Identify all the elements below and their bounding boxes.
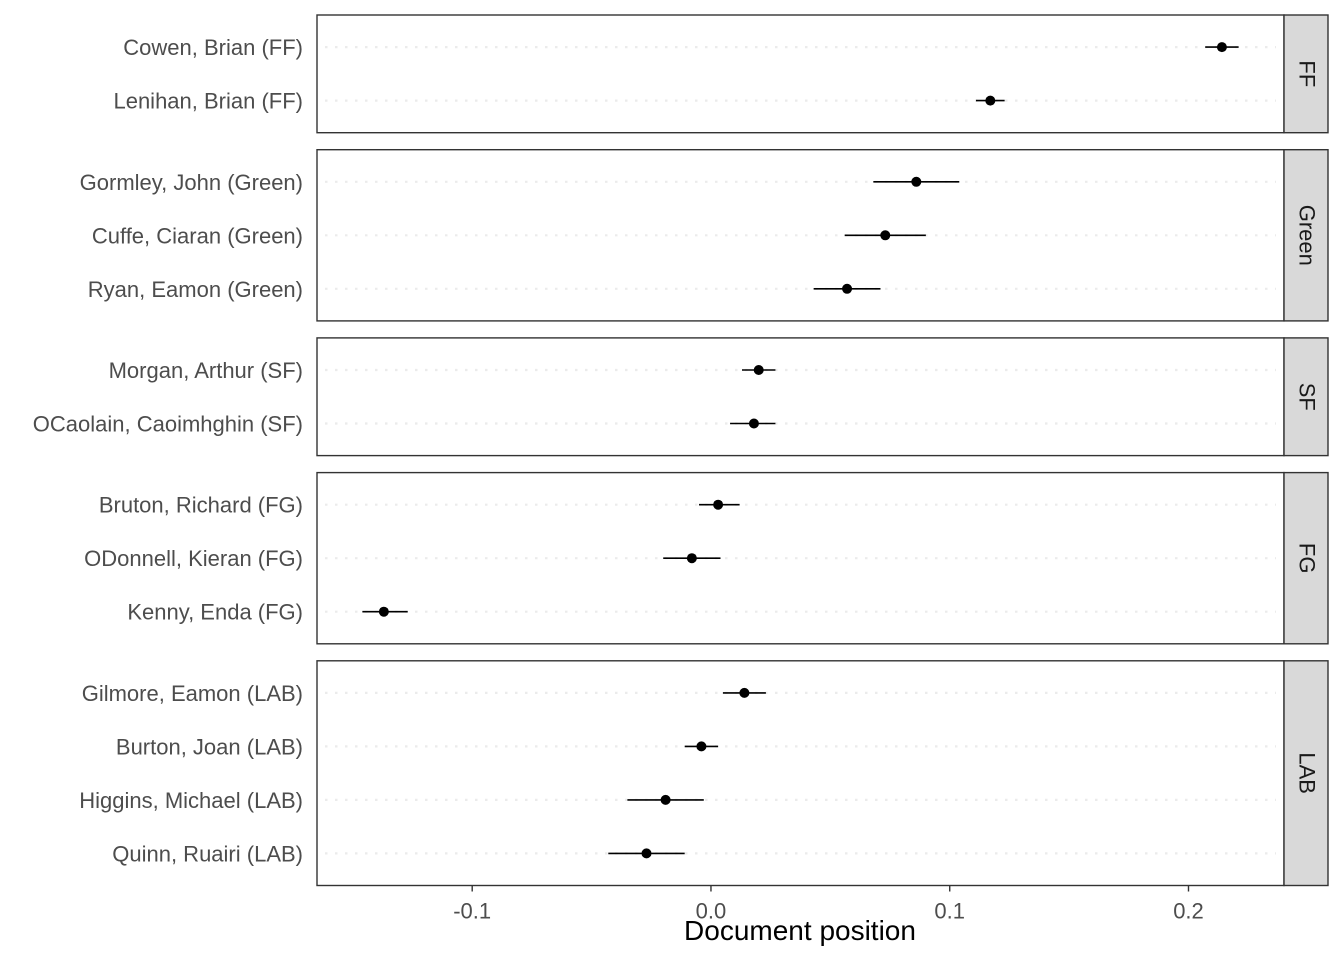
facet-strip-label: Green bbox=[1295, 205, 1320, 266]
row-label: Morgan, Arthur (SF) bbox=[109, 358, 303, 383]
row-label: Burton, Joan (LAB) bbox=[116, 734, 303, 759]
x-tick-label: 0.1 bbox=[934, 899, 965, 924]
facet-strip bbox=[1283, 14, 1329, 134]
row-label: Kenny, Enda (FG) bbox=[127, 600, 303, 625]
panel-background bbox=[317, 15, 1284, 133]
row-label: Gormley, John (Green) bbox=[80, 170, 303, 195]
data-point bbox=[739, 687, 750, 698]
facet-strip bbox=[1283, 148, 1329, 322]
row-label: Bruton, Richard (FG) bbox=[99, 493, 303, 518]
data-point bbox=[1216, 42, 1227, 53]
data-point bbox=[753, 365, 764, 375]
facet-strip bbox=[1283, 337, 1329, 457]
data-point bbox=[842, 283, 853, 294]
data-point bbox=[880, 230, 891, 241]
facet-panel-sf: Morgan, Arthur (SF) OCaolain, Caoimhghin … bbox=[33, 337, 1329, 457]
panel-background bbox=[317, 149, 1284, 321]
x-axis-title: Document position bbox=[684, 915, 916, 946]
data-point bbox=[713, 499, 724, 510]
data-point bbox=[641, 848, 652, 859]
facet-strip-label: LAB bbox=[1295, 752, 1320, 794]
row-label: Gilmore, Eamon (LAB) bbox=[82, 681, 303, 706]
facet-strip bbox=[1283, 471, 1329, 645]
x-tick-label: 0.2 bbox=[1173, 899, 1204, 924]
row-label: OCaolain, Caoimhghin (SF) bbox=[33, 412, 303, 437]
facet-panel-lab: Gilmore, Eamon (LAB) Burton, Joan (LAB) Hi… bbox=[79, 660, 1329, 887]
row-label: Cuffe, Ciaran (Green) bbox=[92, 223, 303, 248]
data-point bbox=[378, 606, 389, 617]
data-point bbox=[748, 418, 759, 429]
data-point bbox=[911, 176, 922, 187]
row-label: Cowen, Brian (FF) bbox=[123, 35, 303, 60]
panel-background bbox=[317, 660, 1284, 886]
facet-strip bbox=[1283, 660, 1329, 887]
x-tick-label: 0.0 bbox=[696, 899, 727, 924]
facet-panels: Cowen, Brian (FF) Lenihan, Brian (FF) FF Go… bbox=[33, 14, 1329, 887]
data-point bbox=[686, 553, 697, 564]
x-axis: -0.1 0.0 0.1 0.2 bbox=[453, 885, 1204, 924]
row-label: ODonnell, Kieran (FG) bbox=[84, 546, 303, 571]
panel-background bbox=[317, 337, 1284, 456]
facet-strip-label: FF bbox=[1295, 60, 1320, 87]
row-label: Ryan, Eamon (Green) bbox=[88, 277, 303, 302]
facet-strip-label: SF bbox=[1295, 383, 1320, 411]
row-label: Quinn, Ruairi (LAB) bbox=[112, 841, 303, 866]
x-tick-label: -0.1 bbox=[453, 899, 491, 924]
facet-panel-fg: Bruton, Richard (FG) ODonnell, Kieran (FG… bbox=[84, 471, 1329, 645]
data-point bbox=[660, 794, 671, 805]
facet-strip-label: FG bbox=[1295, 543, 1320, 574]
facet-panel-ff: Cowen, Brian (FF) Lenihan, Brian (FF) FF bbox=[113, 14, 1329, 134]
facet-panel-green: Gormley, John (Green) Cuffe, Ciaran (Gree… bbox=[80, 148, 1329, 322]
row-label: Higgins, Michael (LAB) bbox=[79, 788, 303, 813]
data-point bbox=[696, 741, 707, 752]
row-label: Lenihan, Brian (FF) bbox=[113, 89, 303, 114]
panel-background bbox=[317, 472, 1284, 644]
data-point bbox=[985, 95, 996, 106]
